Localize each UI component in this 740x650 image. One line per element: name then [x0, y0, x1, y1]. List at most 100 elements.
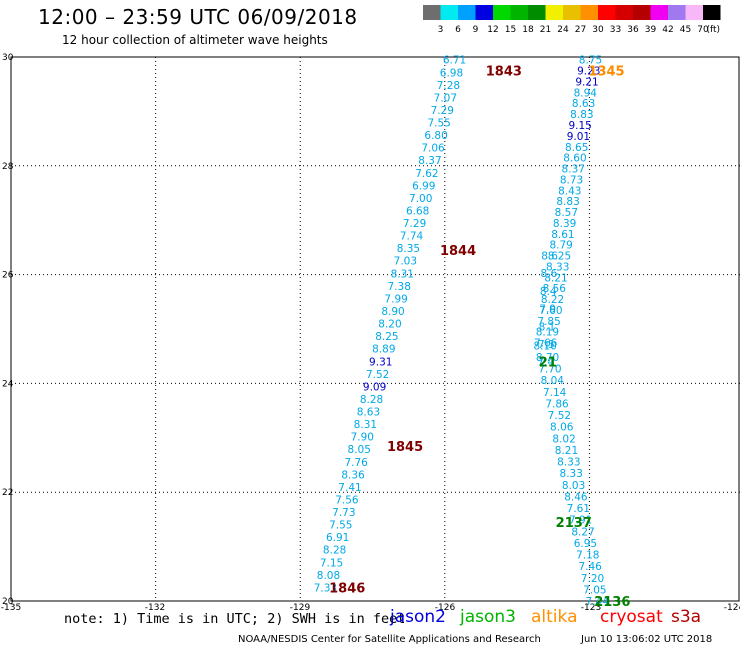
swh-value-label: 7.62: [415, 168, 438, 180]
scale-label: 24: [557, 25, 569, 35]
scale-label: 42: [662, 25, 673, 35]
scale-swatch: [563, 5, 581, 20]
swh-value-label: 7.52: [548, 410, 571, 422]
swh-value-label: 6.80: [424, 130, 447, 142]
legend-altika: altika: [531, 607, 578, 627]
swh-value-label: 8.90: [381, 306, 404, 318]
swh-value-label: 8.06: [550, 422, 574, 434]
swh-value-label: 7.29: [431, 105, 454, 117]
swh-value-label: 7.76: [344, 457, 368, 469]
swh-value-label: 8.25: [375, 331, 398, 343]
scale-label: 3: [438, 25, 444, 35]
swh-value-label: 8.79: [549, 240, 572, 252]
scale-swatch: [650, 5, 668, 20]
scale-label: 39: [645, 25, 657, 35]
swh-value-label: 6.98: [440, 67, 463, 79]
scale-swatch: [545, 5, 563, 20]
scale-swatch: [598, 5, 616, 20]
swh-value-label: 6.71: [443, 55, 466, 67]
scale-swatch: [440, 5, 458, 20]
scale-swatch: [493, 5, 511, 20]
swh-value-label: 6.68: [406, 205, 429, 217]
swh-value-label: 7.55: [329, 520, 352, 532]
swh-value-label: 8.73: [560, 174, 583, 186]
pass-time-label: 21: [539, 356, 557, 371]
swh-value-label: 9.23: [577, 66, 600, 78]
scale-swatch: [685, 5, 703, 20]
scale-swatch: [528, 5, 546, 20]
swh-value-label: 7.20: [581, 573, 604, 585]
chart-subtitle: 12 hour collection of altimeter wave hei…: [62, 33, 328, 47]
x-tick-label: -129: [290, 603, 311, 610]
swh-value-label: 8.37: [562, 164, 585, 176]
swh-value-label: 8.63: [357, 407, 380, 419]
swh-value-label: 8.89: [372, 344, 395, 356]
pass-time-label: 2136: [594, 595, 630, 610]
swh-value-label: 8.56: [543, 283, 567, 295]
swh-value-label: 7.5: [538, 339, 555, 351]
swh-value-label: 8.25: [548, 251, 571, 263]
swh-value-label: 8.63: [572, 98, 595, 110]
scale-swatch: [458, 5, 476, 20]
scale-label: 30: [592, 25, 604, 35]
pass-time-label: 1846: [329, 581, 365, 596]
scale-label: 18: [522, 25, 534, 35]
legend-jason2: jason2: [390, 607, 446, 627]
swh-value-label: 8.08: [317, 570, 340, 582]
swh-value-label: 8.28: [323, 545, 346, 557]
swh-value-label: 6.99: [412, 180, 435, 192]
swh-value-label: 8.03: [562, 480, 585, 492]
scale-label: 21: [540, 25, 551, 35]
swh-value-label: 7.66: [534, 338, 558, 350]
swh-value-label: 7.4: [537, 357, 554, 369]
legend-s3a: s3a: [671, 607, 702, 627]
x-tick-label: -123: [581, 603, 601, 610]
y-tick-label: 22: [2, 488, 13, 498]
x-tick-label: -132: [145, 603, 165, 610]
swh-value-label: 7.99: [384, 293, 407, 305]
swh-value-label: 8.21: [555, 445, 578, 457]
swh-value-label: 8.6: [541, 268, 558, 280]
y-tick-label: 26: [2, 271, 14, 281]
legend-jason3: jason3: [460, 607, 516, 627]
swh-value-label: 8.43: [558, 185, 581, 197]
swh-value-label: 8.20: [378, 319, 401, 331]
scale-swatch: [633, 5, 651, 20]
x-tick-label: -126: [435, 603, 456, 610]
swh-value-label: 7.28: [437, 80, 460, 92]
swh-value-label: 8.57: [555, 207, 578, 219]
scale-label: 15: [505, 25, 516, 35]
scale-swatch: [615, 5, 633, 20]
swh-value-label: 8.60: [563, 153, 586, 165]
swh-value-label: 7.05: [583, 584, 606, 596]
scale-label: 12: [487, 25, 498, 35]
swh-value-label: 8.6: [541, 251, 558, 263]
swh-value-label: 8.83: [556, 196, 579, 208]
swh-value-label: 8.10: [533, 340, 556, 352]
swh-value-label: 7.18: [576, 550, 599, 562]
swh-value-label: 7.86: [545, 398, 569, 410]
swh-value-label: 8.33: [546, 261, 569, 273]
swh-value-label: 9.01: [567, 131, 590, 143]
swh-value-label: 8.39: [553, 218, 576, 230]
scale-label: 33: [610, 25, 621, 35]
y-tick-label: 28: [2, 162, 14, 172]
swh-value-label: 7.00: [409, 193, 432, 205]
scale-swatch: [703, 5, 721, 20]
y-tick-label: 20: [2, 597, 14, 607]
swh-value-label: 8.22: [541, 294, 564, 306]
units-note: note: 1) Time is in UTC; 2) SWH is in fe…: [64, 611, 406, 627]
swh-value-label: 7.06: [421, 143, 445, 155]
swh-value-label: 7.70: [538, 364, 561, 376]
pass-time-label: 1345: [588, 65, 624, 80]
footer-timestamp: Jun 10 13:06:02 UTC 2018: [581, 634, 713, 645]
swh-value-label: 8.19: [536, 327, 559, 339]
swh-value-label: 8.21: [544, 272, 567, 284]
swh-value-label: 8.83: [570, 109, 593, 121]
scale-swatch: [580, 5, 598, 20]
swh-value-label: 8.75: [579, 55, 602, 67]
y-tick-label: 24: [2, 379, 14, 389]
swh-value-label: 8.28: [360, 394, 383, 406]
swh-value-label: 7.38: [388, 281, 411, 293]
scale-label: 70: [697, 25, 709, 35]
